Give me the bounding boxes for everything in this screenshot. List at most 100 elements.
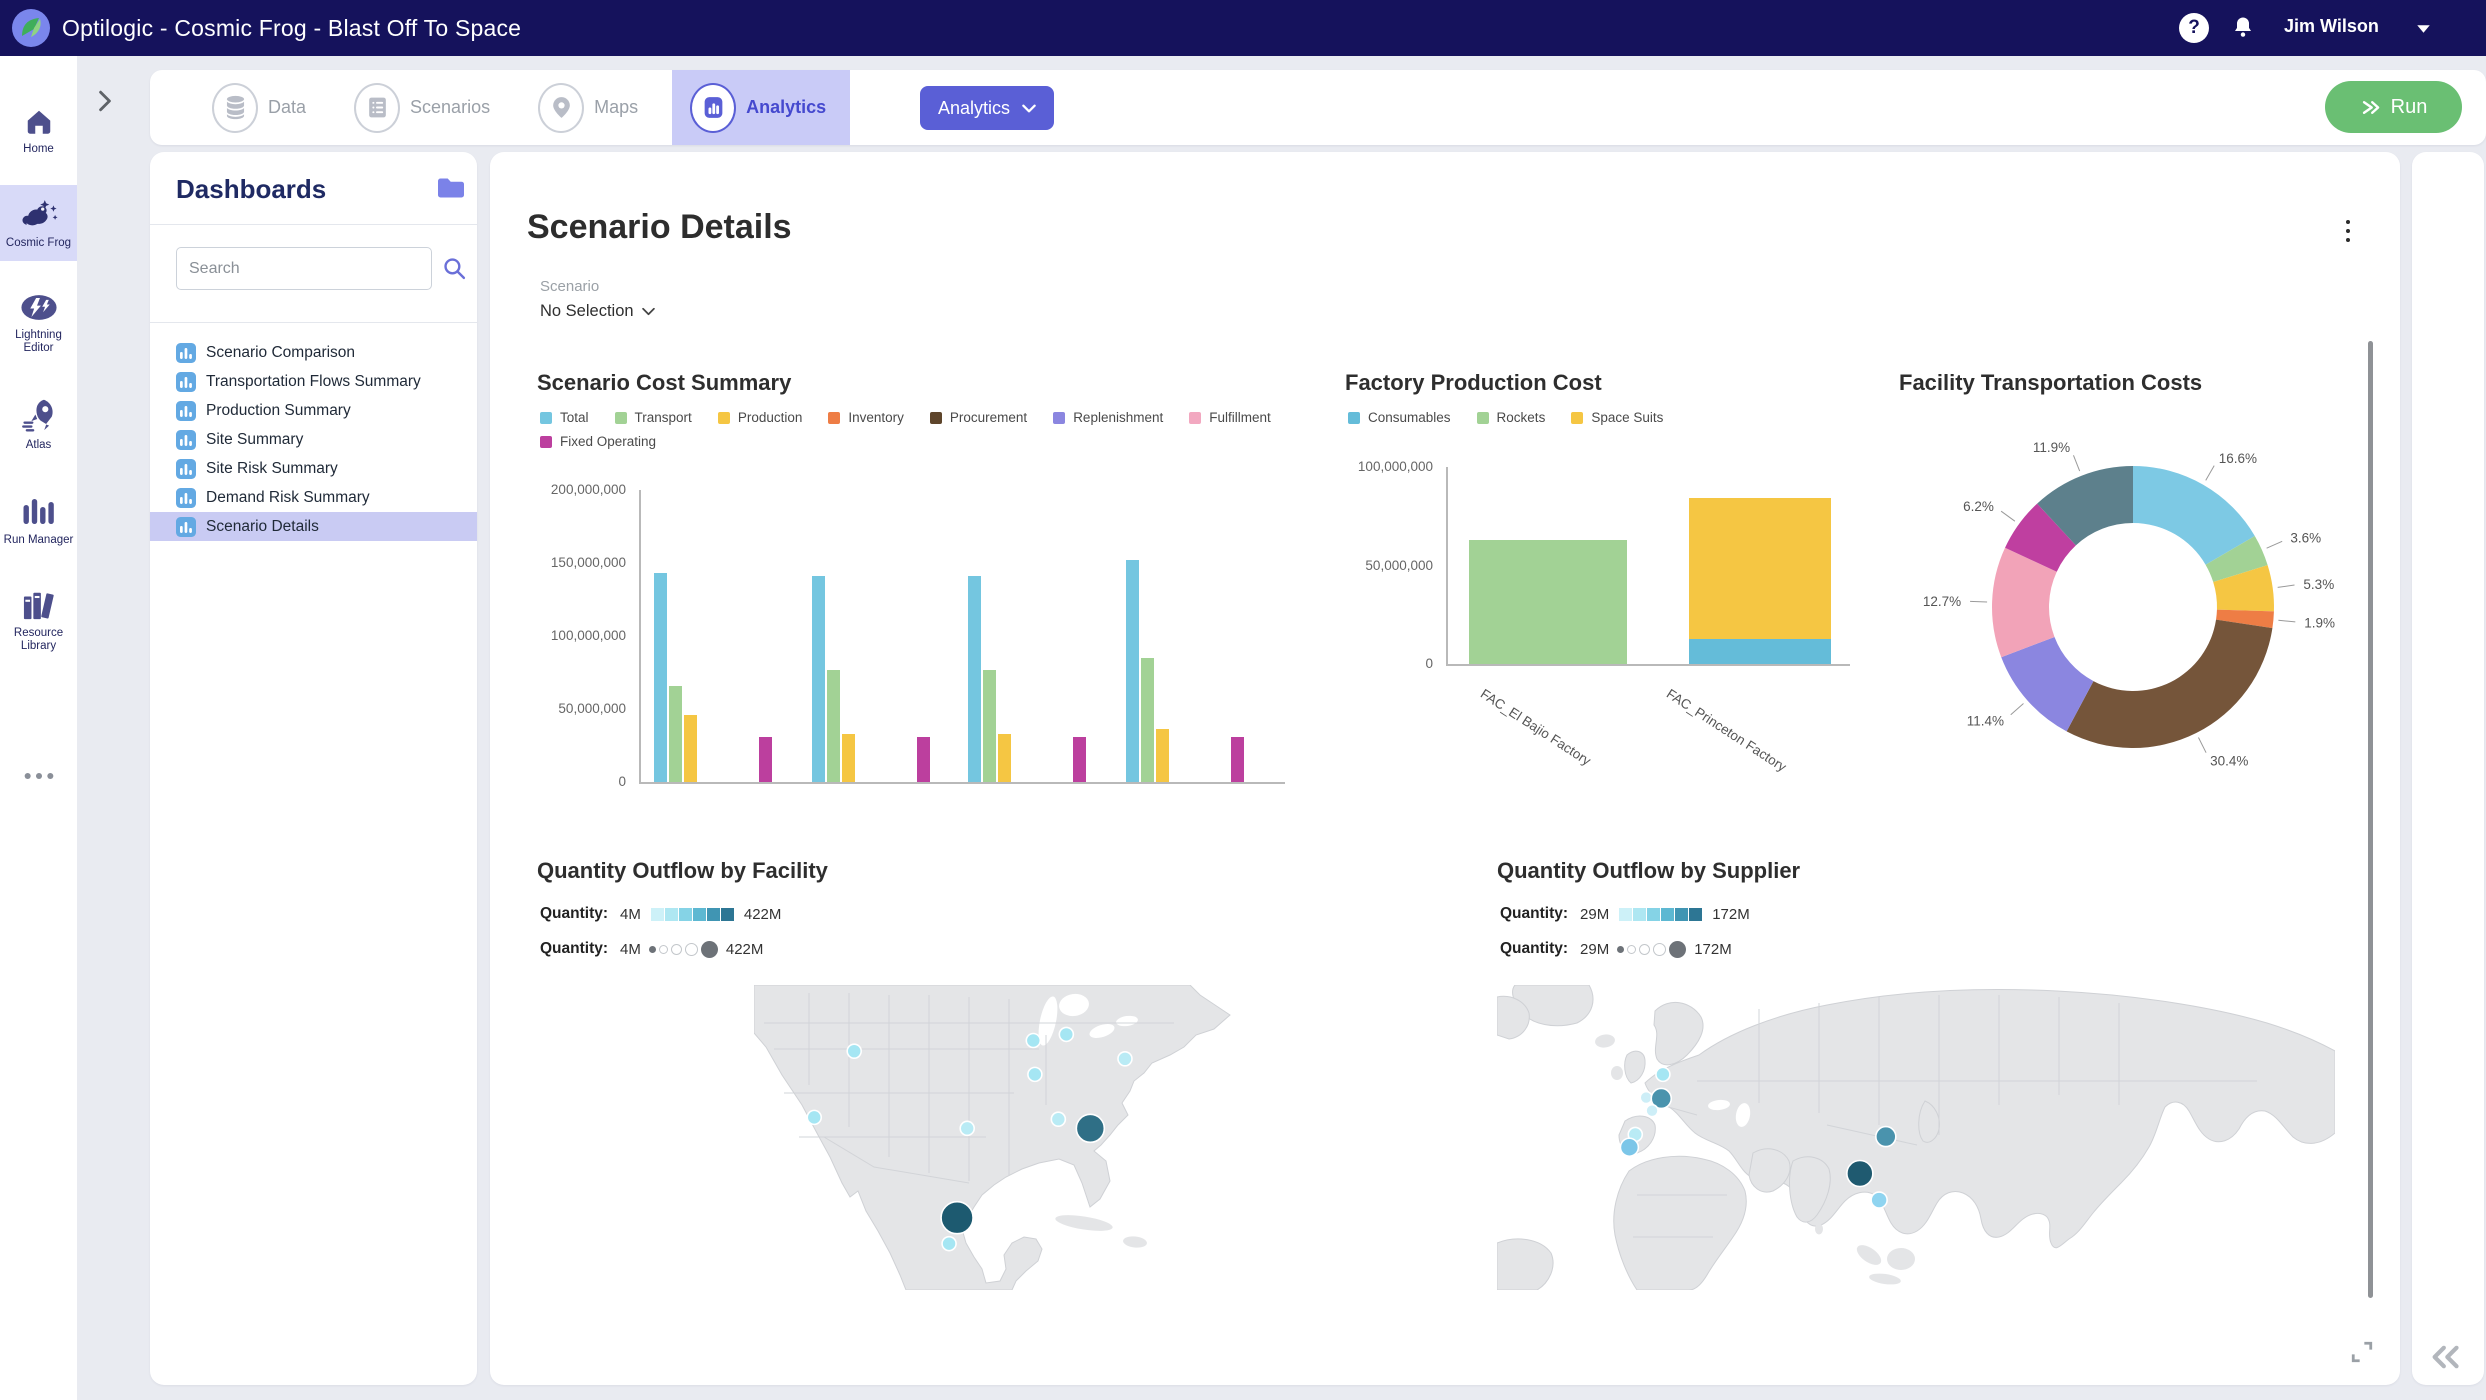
bar-fixed-operating[interactable] [917, 737, 930, 782]
bar-fixed-operating[interactable] [1073, 737, 1086, 782]
map-data-point[interactable] [1075, 1113, 1106, 1144]
donut-slice-3.6%[interactable] [2205, 535, 2268, 583]
legend-item-transport[interactable]: Transport [614, 410, 692, 425]
donut-slice-30.4%[interactable] [2066, 619, 2273, 748]
bar-production[interactable] [998, 734, 1011, 782]
tab-scenarios[interactable]: Scenarios [340, 70, 524, 145]
bar-production[interactable] [1156, 729, 1169, 782]
collapse-right-rail-icon[interactable] [2430, 1345, 2460, 1369]
dashboard-item-label: Production Summary [206, 401, 351, 419]
map-data-point[interactable] [1027, 1066, 1043, 1083]
bar-fixed-operating[interactable] [1231, 737, 1244, 782]
donut-slice-1.9%[interactable] [2216, 609, 2274, 629]
donut-slice-label: 6.2% [1963, 499, 1994, 514]
legend-item-rockets[interactable]: Rockets [1476, 410, 1545, 425]
legend-item-consumables[interactable]: Consumables [1348, 410, 1451, 425]
user-caret-icon[interactable] [2416, 24, 2431, 34]
stack-segment-consumables[interactable] [1689, 639, 1831, 664]
legend-label: Fulfillment [1209, 410, 1271, 425]
dashboard-item-demand-risk-summary[interactable]: Demand Risk Summary [150, 483, 477, 512]
scenario-filter-select[interactable]: No Selection [540, 302, 655, 321]
user-menu[interactable]: Jim Wilson [2284, 16, 2379, 36]
dashboard-item-site-risk-summary[interactable]: Site Risk Summary [150, 454, 477, 483]
bar-production[interactable] [684, 715, 697, 782]
folder-icon[interactable] [436, 176, 466, 200]
legend-item-inventory[interactable]: Inventory [828, 410, 904, 425]
vertical-scrollbar[interactable] [2368, 341, 2373, 1298]
donut-slice-16.6%[interactable] [2133, 466, 2255, 565]
map-data-point[interactable] [941, 1235, 957, 1252]
map-quantity-outflow-supplier [1497, 985, 2335, 1290]
tab-data[interactable]: Data [198, 70, 340, 145]
legend-label: Total [560, 410, 589, 425]
legend-item-space-suits[interactable]: Space Suits [1571, 410, 1663, 425]
stack-segment-rockets[interactable] [1469, 540, 1627, 664]
analytics-dropdown-button[interactable]: Analytics [920, 86, 1055, 130]
tab-analytics[interactable]: Analytics [672, 70, 851, 145]
map-data-point[interactable] [846, 1043, 863, 1059]
map-data-point[interactable] [1655, 1066, 1671, 1083]
dashboard-item-label: Transportation Flows Summary [206, 372, 421, 390]
legend-item-replenishment[interactable]: Replenishment [1053, 410, 1163, 425]
bar-fixed-operating[interactable] [759, 737, 772, 782]
bar-total[interactable] [968, 576, 981, 782]
map-data-point[interactable] [1870, 1191, 1888, 1209]
dashboard-more-menu-icon[interactable] [2338, 220, 2358, 250]
search-input[interactable] [176, 247, 432, 290]
optilogic-logo-icon [12, 9, 50, 47]
dashboard-item-site-summary[interactable]: Site Summary [150, 425, 477, 454]
run-button[interactable]: Run [2325, 81, 2462, 133]
map-data-point[interactable] [1650, 1087, 1673, 1110]
donut-slice-11.9%[interactable] [2037, 466, 2133, 546]
dashboard-item-production-summary[interactable]: Production Summary [150, 396, 477, 425]
donut-slice-6.2%[interactable] [2005, 503, 2076, 572]
dashboard-item-transportation-flows-summary[interactable]: Transportation Flows Summary [150, 367, 477, 396]
bar-total[interactable] [812, 576, 825, 782]
map-data-point[interactable] [1050, 1111, 1067, 1127]
map-data-point[interactable] [806, 1109, 823, 1126]
map-data-point[interactable] [1875, 1125, 1897, 1148]
sidebar-item-home[interactable]: Home [0, 94, 77, 167]
bar-transport[interactable] [827, 670, 840, 782]
stack-segment-space-suits[interactable] [1689, 498, 1831, 639]
bar-transport[interactable] [1141, 658, 1154, 782]
sidebar-item-cosmic-frog[interactable]: Cosmic Frog [0, 185, 77, 261]
donut-slice-5.3%[interactable] [2213, 565, 2274, 612]
help-icon[interactable]: ? [2179, 13, 2209, 43]
tab-maps[interactable]: Maps [524, 70, 672, 145]
legend-item-production[interactable]: Production [717, 410, 802, 425]
map-data-point[interactable] [940, 1200, 974, 1235]
size-legend-circle [684, 942, 698, 956]
sidebar-item-run-manager[interactable]: Run Manager [0, 481, 77, 558]
panel-expand-chevron-icon[interactable] [98, 90, 112, 112]
bar-total[interactable] [654, 573, 667, 782]
map-data-point[interactable] [1846, 1159, 1874, 1188]
legend-item-fulfillment[interactable]: Fulfillment [1189, 410, 1271, 425]
bar-total[interactable] [1126, 560, 1139, 782]
notifications-bell-icon[interactable] [2231, 14, 2255, 40]
fullscreen-expand-icon[interactable] [2348, 1338, 2376, 1366]
map-data-point[interactable] [1025, 1032, 1042, 1049]
legend-item-fixed-operating[interactable]: Fixed Operating [540, 434, 656, 449]
search-icon[interactable] [442, 256, 467, 281]
bar-transport[interactable] [669, 686, 682, 782]
legend-item-procurement[interactable]: Procurement [929, 410, 1027, 425]
dashboard-item-scenario-details[interactable]: Scenario Details [150, 512, 477, 541]
sidebar-item-resource-library[interactable]: Resource Library [0, 576, 77, 664]
map-data-point[interactable] [1117, 1051, 1133, 1067]
map-data-point[interactable] [1645, 1103, 1659, 1118]
legend-item-total[interactable]: Total [540, 410, 589, 425]
sidebar-overflow-icon[interactable] [0, 772, 77, 780]
bar-transport[interactable] [983, 670, 996, 782]
donut-slice-12.7%[interactable] [1992, 547, 2057, 658]
map-data-point[interactable] [1619, 1137, 1640, 1158]
map-data-point[interactable] [959, 1120, 975, 1137]
books-icon [21, 589, 57, 621]
donut-slice-11.4%[interactable] [2001, 636, 2094, 732]
map-data-point[interactable] [1639, 1090, 1653, 1105]
sidebar-item-lightning-editor[interactable]: Lightning Editor [0, 279, 77, 366]
bar-production[interactable] [842, 734, 855, 782]
dashboard-item-scenario-comparison[interactable]: Scenario Comparison [150, 338, 477, 367]
sidebar-item-atlas[interactable]: Atlas [0, 384, 77, 463]
map-data-point[interactable] [1058, 1026, 1075, 1043]
